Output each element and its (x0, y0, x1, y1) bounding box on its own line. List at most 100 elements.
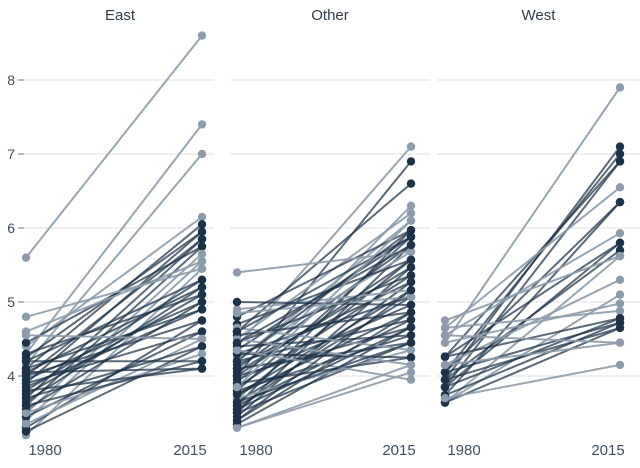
data-point-2015 (406, 338, 416, 347)
data-point-1980 (232, 297, 242, 307)
data-point-2015 (406, 157, 416, 166)
data-point-1980 (440, 316, 450, 325)
slope-line (25, 245, 203, 344)
data-point-1980 (440, 331, 450, 340)
slope-line (444, 321, 621, 397)
data-point-1980 (232, 327, 242, 336)
data-point-2015 (615, 251, 625, 261)
slope-line (444, 363, 621, 400)
slope-line (236, 349, 412, 381)
slope-line (444, 326, 621, 404)
data-point-2015 (406, 292, 416, 302)
data-point-2015 (406, 331, 416, 340)
slope-line (444, 317, 621, 358)
data-point-1980 (21, 427, 31, 436)
slope-line (444, 201, 621, 374)
data-point-2015 (615, 290, 625, 299)
slope-line (236, 311, 412, 396)
data-point-1980 (21, 419, 31, 429)
slope-line (444, 249, 621, 381)
slope-line (25, 338, 203, 426)
data-point-1980 (232, 416, 242, 425)
slope-line (25, 267, 203, 318)
data-point-1980 (232, 308, 242, 318)
x-axis-label-start: 1980 (239, 442, 272, 459)
data-point-2015 (615, 183, 625, 192)
data-point-2015 (406, 353, 416, 362)
data-point-2015 (615, 338, 625, 347)
data-point-2015 (406, 142, 416, 151)
data-point-2015 (615, 228, 625, 238)
slope-line (236, 295, 412, 403)
slope-line (236, 244, 412, 344)
slope-line (444, 86, 621, 344)
data-point-1980 (21, 401, 31, 410)
data-point-2015 (197, 234, 207, 244)
slope-line (236, 326, 412, 352)
data-point-2015 (615, 149, 625, 159)
slope-line (444, 255, 621, 322)
slope-line (236, 250, 412, 274)
data-point-2015 (197, 242, 207, 251)
data-point-2015 (197, 149, 207, 159)
data-point-1980 (21, 331, 31, 340)
data-point-1980 (21, 253, 31, 262)
x-axis-label-start: 1980 (447, 442, 480, 459)
slope-line (236, 259, 412, 399)
data-point-1980 (440, 368, 450, 377)
data-point-2015 (406, 263, 416, 272)
data-point-2015 (197, 349, 207, 358)
x-axis-label-end: 2015 (382, 442, 415, 459)
slope-line (25, 330, 203, 385)
slope-line (25, 34, 203, 259)
slope-line (25, 216, 203, 348)
data-point-2015 (406, 315, 416, 324)
data-point-2015 (197, 249, 207, 259)
slope-line (25, 293, 203, 396)
data-point-2015 (197, 364, 207, 373)
data-point-2015 (615, 83, 625, 92)
data-point-1980 (232, 390, 242, 399)
slope-line (236, 258, 412, 326)
y-axis-tick-label: 4 (7, 368, 15, 384)
data-point-2015 (197, 283, 207, 292)
data-point-2015 (406, 308, 416, 317)
data-point-2015 (197, 342, 207, 351)
data-point-1980 (21, 368, 31, 377)
slope-line (25, 319, 203, 377)
slope-line (25, 123, 203, 355)
data-point-1980 (440, 375, 450, 384)
data-point-2015 (197, 212, 207, 222)
slope-line (236, 219, 412, 388)
data-point-1980 (21, 394, 31, 403)
data-point-1980 (232, 371, 242, 381)
data-point-2015 (406, 226, 416, 235)
slope-line (444, 232, 621, 337)
data-point-2015 (615, 299, 625, 308)
y-axis-tick-label: 6 (7, 220, 15, 236)
data-point-2015 (406, 209, 416, 218)
slope-line (444, 255, 621, 404)
slope-line (25, 367, 203, 374)
data-point-2015 (406, 300, 416, 310)
slope-line (236, 341, 412, 403)
data-point-2015 (615, 360, 625, 370)
slope-line (444, 321, 621, 374)
panel-title: Other (311, 7, 349, 24)
data-point-1980 (232, 338, 242, 347)
slope-line (25, 308, 203, 370)
slope-line (444, 334, 621, 344)
panel-title: West (522, 7, 557, 24)
data-point-2015 (406, 345, 416, 355)
slope-line (236, 229, 412, 362)
data-point-2015 (197, 275, 207, 284)
data-point-2015 (615, 238, 625, 247)
data-point-1980 (232, 345, 242, 355)
slope-line (236, 289, 412, 311)
data-point-2015 (406, 232, 416, 242)
y-axis-tick-label: 8 (7, 72, 15, 88)
data-point-2015 (615, 142, 625, 151)
data-point-2015 (197, 357, 207, 366)
data-point-2015 (197, 264, 207, 273)
